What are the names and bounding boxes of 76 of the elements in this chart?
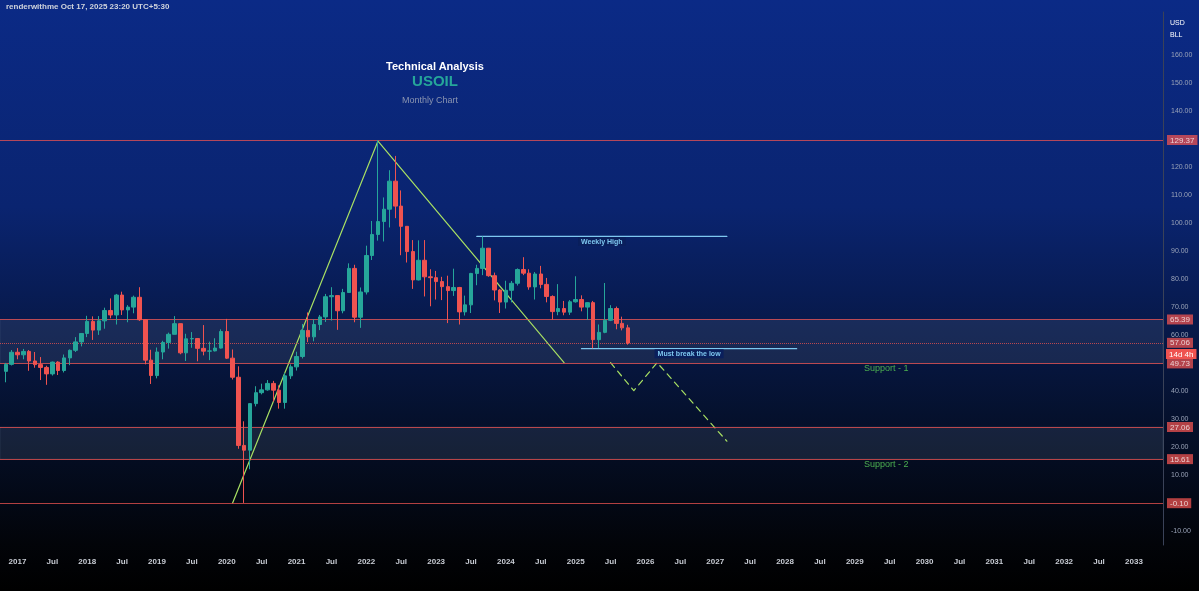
x-tick-label: Jul [604,556,617,566]
candlestick [120,291,124,316]
candlestick [347,262,351,294]
candlestick [463,295,467,317]
candlestick [451,268,456,297]
band-label: Support - 2 [863,459,909,470]
text: 14d 4h [1169,349,1194,359]
ref-line-label: 49.73 [1170,358,1191,368]
annotation: Monthly Chart [401,94,459,105]
x-tick-label: 2021 [287,556,307,566]
candlestick [469,272,473,314]
band-label: Support - 1 [863,363,909,374]
candlestick [533,271,537,301]
candlestick [416,239,421,281]
text: Technical Analysis [386,59,484,72]
x-tick-label: 2025 [566,556,586,566]
candlestick [155,347,159,379]
x-tick-label: Jul [186,556,198,566]
ref-line-label: -0.10 [1170,498,1189,508]
ref-line-label: 57.06 [1170,338,1191,348]
x-tick-label: 2032 [1055,556,1074,566]
candlestick [190,331,194,349]
x-tick-label: 2017 [8,556,27,566]
x-tick-label: 2020 [217,556,237,566]
candlestick [556,283,560,316]
candlestick [62,354,66,373]
x-tick-label: Jul [535,556,547,566]
candlestick [50,361,55,377]
text: renderwithme Oct 17, 2025 23:20 UTC+5:30 [6,1,170,11]
x-tick-label: 2018 [78,556,97,566]
x-tick-label: 2029 [845,556,865,566]
candlestick [440,276,444,301]
candlestick [376,139,380,242]
x-tick-label: 2028 [776,556,795,566]
candlestick [283,372,287,410]
candlestick [312,318,316,342]
x-tick-label: 2023 [427,556,446,566]
x-tick-label: Jul [325,556,338,566]
candlestick [219,328,223,350]
x-tick-label: Jul [883,556,896,566]
x-tick-label: Jul [674,556,687,566]
candlestick [184,333,188,362]
ref-line-label: 129.37 [1170,135,1196,145]
x-tick-label: Jul [116,556,128,566]
candlestick [114,293,119,326]
x-tick-label: 2030 [915,556,935,566]
x-tick-label: 2019 [148,556,167,566]
x-tick-label: Jul [744,556,756,566]
x-tick-label: Jul [1093,556,1105,566]
x-tick-label: 2031 [985,556,1004,566]
candlestick [405,225,409,264]
x-tick-label: Jul [953,556,966,566]
x-tick-label: 2033 [1125,556,1144,566]
candlestick [579,294,584,312]
candlestick [15,347,20,360]
x-tick-label: 2026 [636,556,655,566]
x-tick-label: Jul [814,556,826,566]
ref-line-label: 65.39 [1170,314,1191,324]
x-tick-label: 2027 [706,556,725,566]
x-tick-label: Jul [1023,556,1036,566]
x-tick-label: Jul [395,556,408,566]
candlestick [597,324,601,349]
x-tick-label: Jul [465,556,477,566]
x-tick-label: Jul [255,556,268,566]
ref-line-label: 27.06 [1170,422,1191,432]
candlestick [585,301,590,321]
candlestick [411,239,415,290]
x-tick-label: 2024 [497,556,516,566]
candlestick [562,300,566,316]
candlestick [21,348,26,360]
text: USOIL [412,72,458,89]
candlestick [248,403,252,470]
ref-line-label: 15.61 [1170,454,1191,464]
x-tick-label: Jul [46,556,59,566]
x-tick-label: 2022 [357,556,376,566]
candlestick [341,288,345,314]
